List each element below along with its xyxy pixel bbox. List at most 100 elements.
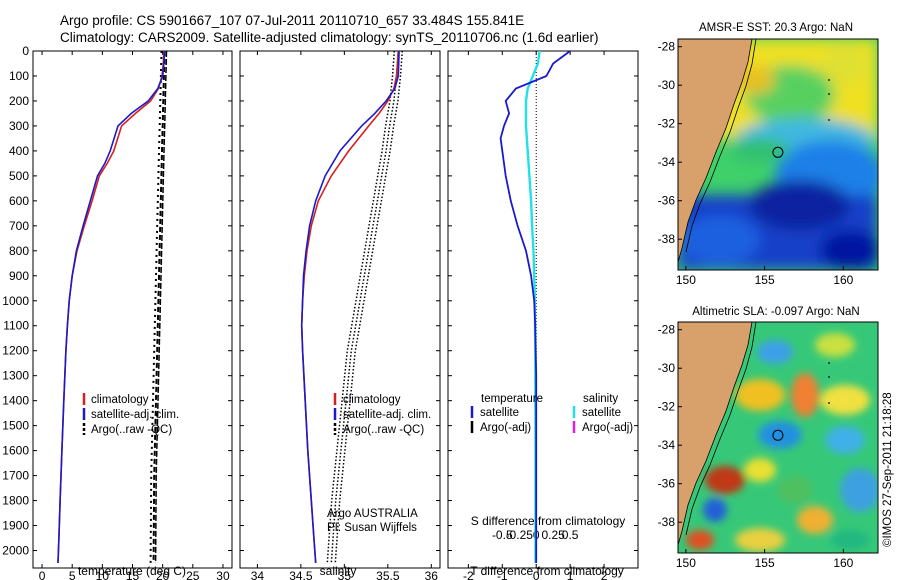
depth-tick-label: 600	[9, 194, 29, 208]
x-tick-label: 36	[425, 569, 439, 580]
x-tick-label: 1	[567, 569, 574, 580]
float-position-marker	[772, 146, 784, 158]
map-y-tick-label: -28	[658, 40, 676, 54]
temperature-x-axis: 0 5 10 15 20 25 30	[39, 51, 230, 580]
x-tick-label: 15	[126, 569, 140, 580]
sla-map-title: Altimetric SLA: -0.097 Argo: NaN	[692, 306, 859, 318]
x-tick-label: -2	[463, 569, 474, 580]
legend-label-temp-satellite: satellite	[480, 407, 519, 419]
map-y-tick-label: -32	[658, 117, 676, 131]
difference-x-label: T difference from climatology	[470, 564, 624, 578]
map-x-tick-label: 150	[676, 273, 696, 287]
x-tick-label: 0	[533, 569, 540, 580]
x-tick-label: 35	[338, 569, 352, 580]
temperature-legend: climatology satellite-adj. clim. Argo(..…	[82, 393, 179, 436]
map-y-tick-label: -34	[658, 438, 676, 452]
legend-label-climatology: climatology	[343, 394, 401, 406]
depth-tick-label: 200	[9, 94, 29, 108]
map-y-tick-label: -36	[658, 477, 676, 491]
salinity-depth-ticks	[240, 50, 440, 552]
legend-label-argo: Argo(..raw -QC)	[91, 424, 172, 436]
x-tick-label: 30	[216, 569, 230, 580]
argo-program-label: Argo AUSTRALIA	[327, 508, 418, 520]
sst-map: AMSR-E SST: 20.3 Argo: NaN	[658, 22, 879, 287]
depth-tick-label: 2000	[2, 544, 29, 558]
temperature-difference-line	[499, 51, 571, 563]
x-tick-label: 35.5	[376, 569, 400, 580]
depth-tick-label: 500	[9, 169, 29, 183]
salinity-x-label: salinity	[320, 564, 357, 578]
depth-tick-label: 0	[22, 44, 29, 58]
map-y-tick-label: -38	[658, 515, 676, 529]
depth-tick-label: 700	[9, 219, 29, 233]
depth-tick-label: 1100	[3, 319, 29, 333]
sla-map-axes: 150 155 160 -28 -30 -32 -34 -36 -38	[658, 323, 854, 570]
depth-tick-label: 900	[9, 269, 29, 283]
legend-label-sal-argo: Argo(-adj)	[582, 422, 633, 434]
legend-label-satellite: satellite-adj. clim.	[91, 409, 179, 421]
figure-title-line1: Argo profile: CS 5901667_107 07-Jul-2011…	[60, 13, 524, 28]
map-y-tick-label: -34	[658, 155, 676, 169]
sla-map: Altimetric SLA: -0.097 Argo: NaN	[658, 306, 879, 570]
depth-tick-label: 100	[9, 69, 29, 83]
salinity-argo-line	[330, 51, 400, 564]
salinity-axes-frame	[239, 50, 441, 569]
salinity-panel: 34 34.5 35 35.5 36 salinity climatology sate…	[239, 50, 441, 580]
depth-tick-label: 1900	[2, 519, 29, 533]
legend-heading-temperature: temperature	[481, 393, 543, 405]
temperature-argo-line-3	[154, 51, 168, 564]
sst-map-title: AMSR-E SST: 20.3 Argo: NaN	[699, 22, 853, 34]
depth-tick-label: 1800	[2, 494, 29, 508]
map-x-tick-label: 155	[755, 556, 775, 570]
depth-tick-label: 400	[9, 144, 29, 158]
legend-label-argo: Argo(..raw -QC)	[343, 424, 424, 436]
map-y-tick-label: -38	[658, 232, 676, 246]
x-tick-label: 2	[601, 569, 608, 580]
map-x-tick-label: 150	[676, 556, 696, 570]
temperature-panel: 0100200300400500600700800900100011001200…	[2, 44, 233, 580]
australia-coast	[678, 39, 752, 262]
salinity-scale-label: 0.5	[562, 528, 579, 542]
x-tick-label: 34	[251, 569, 265, 580]
x-tick-label: 20	[156, 569, 170, 580]
map-x-tick-label: 155	[755, 273, 775, 287]
x-tick-label: 34.5	[289, 569, 313, 580]
x-tick-label: 25	[186, 569, 200, 580]
depth-tick-label: 800	[9, 244, 29, 258]
depth-axis: 0 100 200 300 400 500 600 700 800 900 1000 1100 1200…	[2, 44, 232, 558]
sla-field	[686, 333, 878, 552]
x-tick-label: 10	[96, 569, 110, 580]
temperature-x-label: temperature (deg C)	[78, 564, 186, 578]
depth-tick-label: 1700	[2, 469, 29, 483]
map-x-tick-label: 160	[833, 556, 853, 570]
map-y-tick-label: -30	[658, 361, 676, 375]
legend-heading-salinity: salinity	[583, 393, 618, 405]
salinity-scale-label: -0.25	[506, 528, 534, 542]
map-y-tick-label: -28	[658, 323, 676, 337]
x-tick-label: 0	[39, 569, 46, 580]
legend-label-sal-satellite: satellite	[582, 407, 621, 419]
temperature-satellite-line	[57, 51, 166, 564]
difference-legend: temperature satellite Argo(-adj) salinit…	[470, 393, 633, 434]
temperature-argo-line	[152, 51, 166, 564]
legend-label-satellite: satellite-adj. clim.	[343, 409, 431, 421]
salinity-satellite-line	[300, 51, 400, 564]
salinity-x-axis: 34 34.5 35 35.5 36	[251, 51, 439, 580]
difference-axes-frame	[447, 50, 639, 569]
depth-tick-label: 1200	[2, 344, 29, 358]
map-y-tick-label: -36	[658, 194, 676, 208]
figure-title-line2: Climatology: CARS2009. Satellite-adjuste…	[60, 30, 599, 45]
depth-tick-label: 1600	[2, 444, 29, 458]
difference-depth-ticks	[448, 50, 638, 552]
imos-watermark: ©IMOS 27-Sep-2011 21:18:28	[882, 392, 894, 547]
depth-tick-label: 1300	[2, 369, 29, 383]
x-tick-label: 5	[69, 569, 76, 580]
x-tick-label: -1	[497, 569, 508, 580]
legend-label-temp-argo: Argo(-adj)	[480, 422, 531, 434]
salinity-argo-line-2	[326, 51, 396, 564]
sst-map-axes: 150 155 160 -28 -30 -32 -34 -36 -38	[658, 40, 854, 287]
depth-tick-label: 1500	[2, 419, 29, 433]
australia-coast	[678, 322, 752, 545]
salinity-argo-line-3	[334, 51, 404, 564]
